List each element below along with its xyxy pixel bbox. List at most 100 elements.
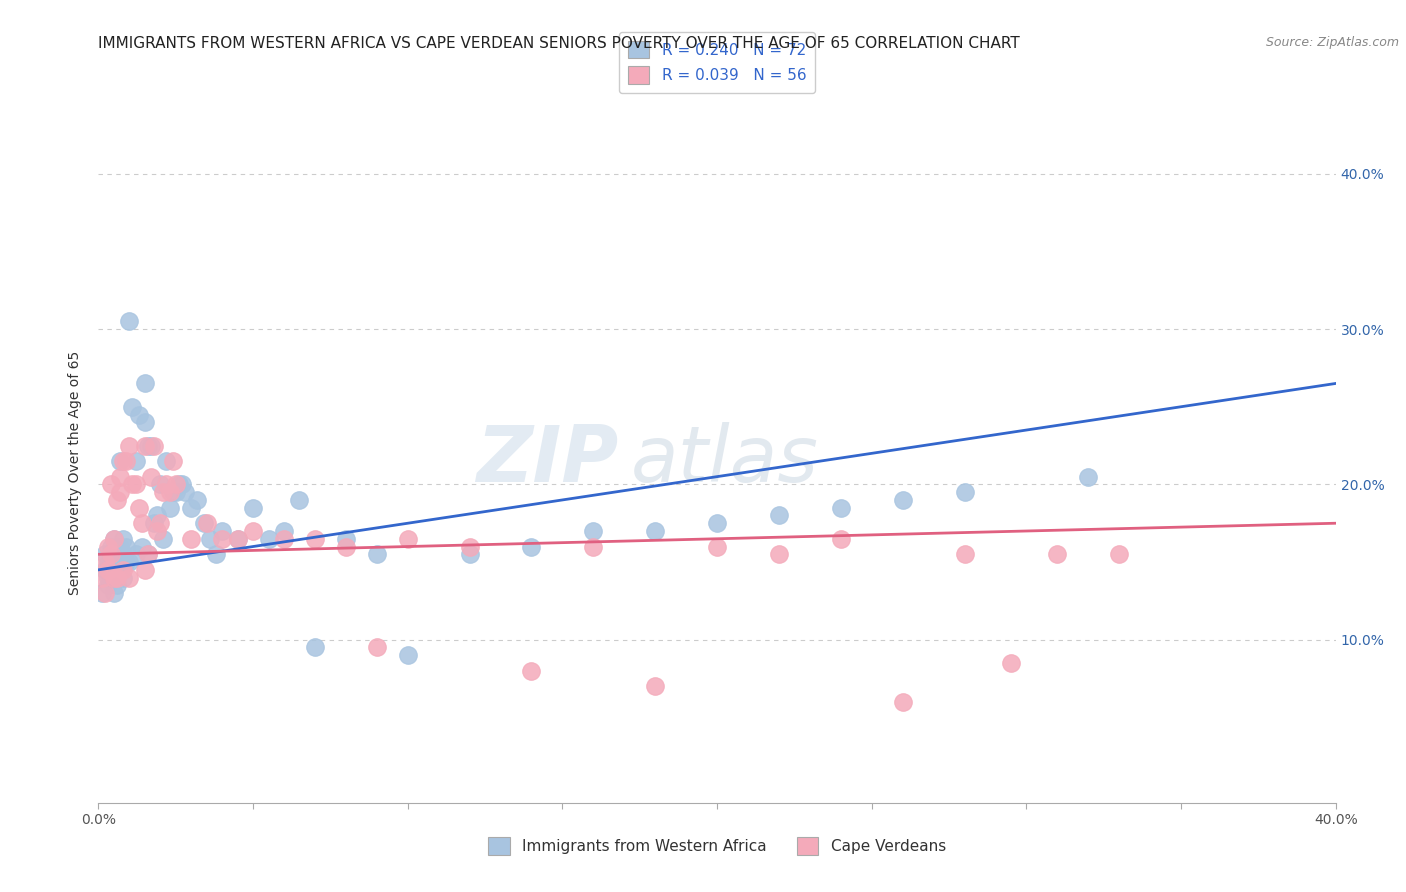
Point xyxy=(226,532,249,546)
Point xyxy=(108,469,131,483)
Point xyxy=(520,540,543,554)
Point xyxy=(93,563,115,577)
Point xyxy=(304,532,326,546)
Point xyxy=(195,516,218,531)
Point xyxy=(105,492,128,507)
Text: Source: ZipAtlas.com: Source: ZipAtlas.com xyxy=(1265,36,1399,49)
Point xyxy=(134,563,156,577)
Point xyxy=(288,492,311,507)
Point xyxy=(830,532,852,546)
Point xyxy=(143,439,166,453)
Point xyxy=(103,563,125,577)
Point xyxy=(97,563,120,577)
Point xyxy=(100,540,122,554)
Point xyxy=(186,492,208,507)
Point xyxy=(100,477,122,491)
Point xyxy=(118,439,141,453)
Point xyxy=(159,500,181,515)
Point xyxy=(273,532,295,546)
Y-axis label: Seniors Poverty Over the Age of 65: Seniors Poverty Over the Age of 65 xyxy=(69,351,83,595)
Point xyxy=(458,547,481,561)
Point xyxy=(97,578,120,592)
Point xyxy=(124,547,146,561)
Point xyxy=(112,563,135,577)
Point xyxy=(108,540,131,554)
Point xyxy=(112,454,135,468)
Point xyxy=(242,500,264,515)
Point xyxy=(112,532,135,546)
Point xyxy=(136,547,159,561)
Point xyxy=(118,571,141,585)
Point xyxy=(103,532,125,546)
Text: ZIP: ZIP xyxy=(475,422,619,498)
Point xyxy=(644,679,666,693)
Point xyxy=(118,555,141,569)
Point xyxy=(162,485,184,500)
Point xyxy=(211,524,233,538)
Point xyxy=(1046,547,1069,561)
Point xyxy=(93,555,115,569)
Point xyxy=(139,469,162,483)
Point xyxy=(706,540,728,554)
Point xyxy=(366,640,388,655)
Point xyxy=(396,532,419,546)
Point xyxy=(136,439,159,453)
Legend: Immigrants from Western Africa, Cape Verdeans: Immigrants from Western Africa, Cape Ver… xyxy=(482,831,952,861)
Point xyxy=(103,586,125,600)
Point xyxy=(97,571,120,585)
Point xyxy=(108,485,131,500)
Point xyxy=(582,524,605,538)
Point xyxy=(131,516,153,531)
Point xyxy=(146,508,169,523)
Point xyxy=(93,547,115,561)
Point xyxy=(115,454,138,468)
Point xyxy=(118,314,141,328)
Point xyxy=(273,524,295,538)
Point xyxy=(90,571,112,585)
Point xyxy=(165,477,187,491)
Point xyxy=(1000,656,1022,670)
Point xyxy=(100,555,122,569)
Point xyxy=(90,586,112,600)
Point xyxy=(335,532,357,546)
Point xyxy=(396,648,419,663)
Point xyxy=(159,485,181,500)
Point xyxy=(134,376,156,391)
Point xyxy=(205,547,228,561)
Point xyxy=(152,485,174,500)
Point xyxy=(953,547,976,561)
Point xyxy=(174,485,197,500)
Point xyxy=(128,500,150,515)
Point xyxy=(131,540,153,554)
Point xyxy=(115,540,138,554)
Point xyxy=(105,571,128,585)
Text: atlas: atlas xyxy=(630,422,818,498)
Point xyxy=(121,477,143,491)
Point xyxy=(149,477,172,491)
Point xyxy=(97,540,120,554)
Point xyxy=(211,532,233,546)
Point xyxy=(953,485,976,500)
Point xyxy=(155,477,177,491)
Point xyxy=(112,571,135,585)
Point xyxy=(366,547,388,561)
Point xyxy=(134,415,156,429)
Point xyxy=(1077,469,1099,483)
Point xyxy=(105,578,128,592)
Point xyxy=(582,540,605,554)
Point xyxy=(891,695,914,709)
Point xyxy=(112,547,135,561)
Point xyxy=(121,400,143,414)
Point xyxy=(257,532,280,546)
Point xyxy=(304,640,326,655)
Point xyxy=(520,664,543,678)
Point xyxy=(768,547,790,561)
Point xyxy=(193,516,215,531)
Point xyxy=(891,492,914,507)
Point xyxy=(335,540,357,554)
Point xyxy=(100,571,122,585)
Point xyxy=(180,532,202,546)
Point xyxy=(644,524,666,538)
Point xyxy=(103,532,125,546)
Point xyxy=(242,524,264,538)
